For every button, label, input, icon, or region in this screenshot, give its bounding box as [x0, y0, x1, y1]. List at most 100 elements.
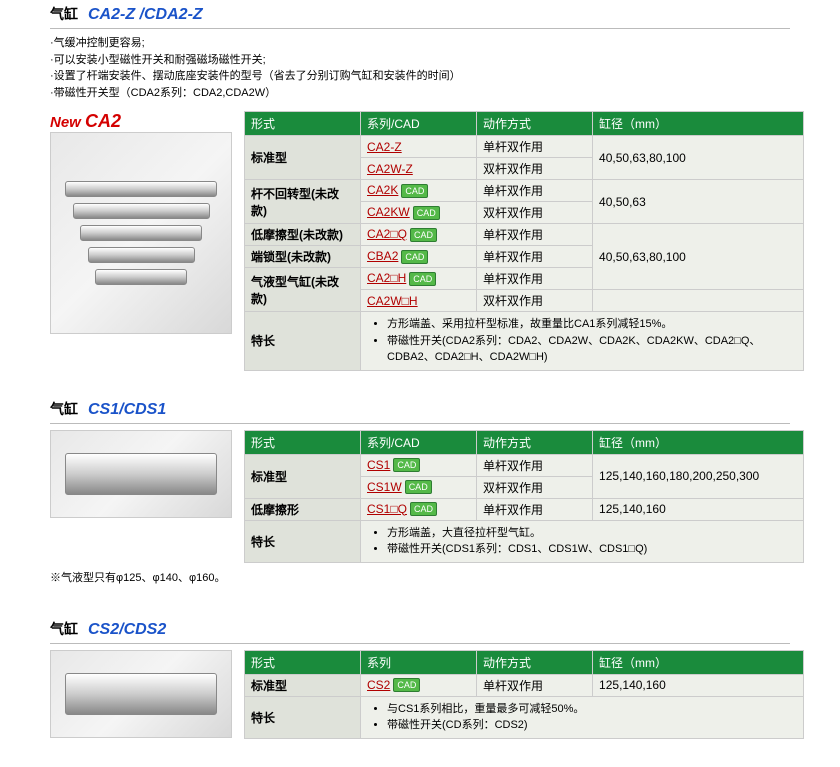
bullet-list: ·气缓冲控制更容易;·可以安装小型磁性开关和耐强磁场磁性开关;·设置了杆端安装件…: [50, 35, 840, 101]
product-image: [50, 132, 232, 334]
type-cell: 低摩擦形: [245, 498, 361, 520]
series-link[interactable]: CA2□H: [367, 271, 406, 285]
cylinder-icon: [65, 673, 217, 715]
cylinder-icon: [80, 225, 202, 241]
series-cell: CS1CAD: [361, 454, 477, 476]
series-link[interactable]: CS1: [367, 458, 390, 472]
feature-item: 带磁性开关(CDS1系列：CDS1、CDS1W、CDS1□Q): [387, 541, 795, 558]
model-label: CS2/CDS2: [88, 621, 166, 638]
bore-cell: 40,50,63,80,100: [593, 136, 804, 180]
action-cell: 单杆双作用: [477, 246, 593, 268]
type-cell: 气液型气缸(未改款): [245, 268, 361, 312]
series-cell: CA2W-Z: [361, 158, 477, 180]
series-link[interactable]: CS1W: [367, 480, 402, 494]
bullet-item: ·带磁性开关型（CDA2系列：CDA2,CDA2W）: [50, 85, 840, 102]
series-link[interactable]: CA2-Z: [367, 140, 402, 154]
table-header: 形式: [245, 112, 361, 136]
cylinder-icon: [95, 269, 187, 285]
feature-item: 方形端盖、采用拉杆型标准，故重量比CA1系列减轻15%。: [387, 316, 795, 333]
feature-label: 特长: [245, 312, 361, 371]
series-cell: CA2KCAD: [361, 180, 477, 202]
table-row: 标准型CS2CAD单杆双作用125,140,160: [245, 674, 804, 696]
image-column: [50, 430, 240, 518]
model-label: CS1/CDS1: [88, 401, 166, 418]
table-row: 低摩擦型(未改款)CA2□QCAD单杆双作用40,50,63,80,100: [245, 224, 804, 246]
series-cell: CA2W□H: [361, 290, 477, 312]
divider: [50, 423, 790, 424]
table-header: 系列: [361, 650, 477, 674]
series-cell: CS2CAD: [361, 674, 477, 696]
cad-badge: CAD: [393, 678, 420, 692]
feature-row: 特长与CS1系列相比，重量最多可减轻50%。带磁性开关(CD系列：CDS2): [245, 696, 804, 738]
cad-badge: CAD: [410, 228, 437, 242]
bullet-item: ·设置了杆端安装件、摆动底座安装件的型号（省去了分别订购气缸和安装件的时间）: [50, 68, 840, 85]
action-cell: 单杆双作用: [477, 268, 593, 290]
series-cell: CBA2CAD: [361, 246, 477, 268]
series-cell: CA2□QCAD: [361, 224, 477, 246]
series-link[interactable]: CA2W□H: [367, 294, 418, 308]
action-cell: 双杆双作用: [477, 158, 593, 180]
type-cell: 杆不回转型(未改款): [245, 180, 361, 224]
series-link[interactable]: CA2□Q: [367, 227, 407, 241]
section: 气缸CA2-Z /CDA2-Z ·气缓冲控制更容易;·可以安装小型磁性开关和耐强磁…: [0, 0, 840, 371]
bore-cell: [593, 290, 804, 312]
image-column: [50, 650, 240, 738]
series-cell: CS1WCAD: [361, 476, 477, 498]
divider: [50, 643, 790, 644]
feature-item: 与CS1系列相比，重量最多可减轻50%。: [387, 701, 795, 718]
series-link[interactable]: CBA2: [367, 249, 398, 263]
type-cell: 标准型: [245, 454, 361, 498]
feature-row: 特长方形端盖，大直径拉杆型气缸。带磁性开关(CDS1系列：CDS1、CDS1W、…: [245, 520, 804, 562]
feature-cell: 方形端盖，大直径拉杆型气缸。带磁性开关(CDS1系列：CDS1、CDS1W、CD…: [361, 520, 804, 562]
bore-cell: 40,50,63,80,100: [593, 224, 804, 290]
bullet-item: ·可以安装小型磁性开关和耐强磁场磁性开关;: [50, 52, 840, 69]
type-cell: 标准型: [245, 136, 361, 180]
feature-item: 带磁性开关(CDA2系列：CDA2、CDA2W、CDA2K、CDA2KW、CDA…: [387, 333, 795, 366]
feature-label: 特长: [245, 520, 361, 562]
action-cell: 双杆双作用: [477, 202, 593, 224]
type-cell: 端锁型(未改款): [245, 246, 361, 268]
table-header: 缸径（mm）: [593, 650, 804, 674]
series-link[interactable]: CS1□Q: [367, 502, 407, 516]
cylinder-icon: [73, 203, 210, 219]
feature-label: 特长: [245, 696, 361, 738]
table-row: 杆不回转型(未改款)CA2KCAD单杆双作用40,50,63: [245, 180, 804, 202]
feature-cell: 方形端盖、采用拉杆型标准，故重量比CA1系列减轻15%。带磁性开关(CDA2系列…: [361, 312, 804, 371]
table-row: 低摩擦形CS1□QCAD单杆双作用125,140,160: [245, 498, 804, 520]
section-title: 气缸CA2-Z /CDA2-Z: [50, 0, 840, 28]
cad-badge: CAD: [405, 480, 432, 494]
series-link[interactable]: CA2K: [367, 183, 398, 197]
series-link[interactable]: CA2W-Z: [367, 162, 413, 176]
table-header-row: 形式系列动作方式缸径（mm）: [245, 650, 804, 674]
table-header-row: 形式系列/CAD动作方式缸径（mm）: [245, 112, 804, 136]
bore-cell: 125,140,160: [593, 498, 804, 520]
feature-row: 特长方形端盖、采用拉杆型标准，故重量比CA1系列减轻15%。带磁性开关(CDA2…: [245, 312, 804, 371]
table-header: 缸径（mm）: [593, 430, 804, 454]
action-cell: 单杆双作用: [477, 674, 593, 696]
table-header: 系列/CAD: [361, 112, 477, 136]
action-cell: 双杆双作用: [477, 476, 593, 498]
image-column: New CA2: [50, 111, 240, 334]
cad-badge: CAD: [401, 250, 428, 264]
series-link[interactable]: CS2: [367, 678, 390, 692]
table-header: 动作方式: [477, 650, 593, 674]
content-row: New CA2形式系列/CAD动作方式缸径（mm）标准型CA2-Z单杆双作用40…: [50, 111, 840, 371]
action-cell: 单杆双作用: [477, 180, 593, 202]
product-image: [50, 650, 232, 738]
divider: [50, 28, 790, 29]
bore-cell: 125,140,160: [593, 674, 804, 696]
category-label: 气缸: [50, 401, 78, 417]
series-link[interactable]: CA2KW: [367, 205, 410, 219]
bore-cell: 40,50,63: [593, 180, 804, 224]
cad-badge: CAD: [393, 458, 420, 472]
bore-cell: 125,140,160,180,200,250,300: [593, 454, 804, 498]
table-row: 标准型CS1CAD单杆双作用125,140,160,180,200,250,30…: [245, 454, 804, 476]
category-label: 气缸: [50, 6, 78, 22]
type-cell: 低摩擦型(未改款): [245, 224, 361, 246]
cylinder-icon: [88, 247, 195, 263]
table-header: 形式: [245, 650, 361, 674]
bullet-item: ·气缓冲控制更容易;: [50, 35, 840, 52]
cad-badge: CAD: [409, 272, 436, 286]
table-header: 形式: [245, 430, 361, 454]
action-cell: 单杆双作用: [477, 498, 593, 520]
